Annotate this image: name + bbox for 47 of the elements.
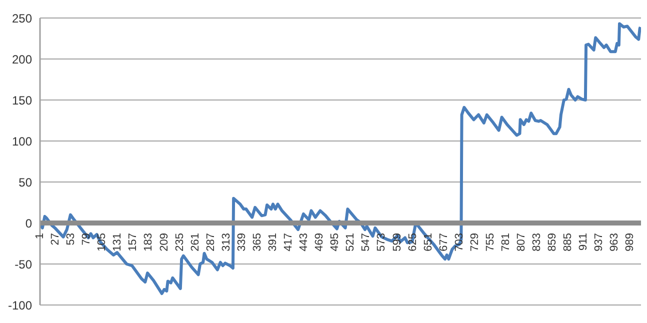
x-tick-label: 1	[34, 233, 46, 240]
x-tick-label: 833	[531, 233, 544, 252]
y-tick-label: 100	[12, 134, 32, 148]
y-tick-label: 200	[12, 52, 32, 66]
x-tick-label: 131	[112, 233, 124, 252]
x-tick-label: 53	[65, 233, 78, 246]
x-tick-label: 963	[608, 233, 621, 252]
y-tick-label: 0	[25, 216, 32, 230]
x-tick-label: 339	[236, 233, 248, 252]
x-tick-label: 625	[406, 233, 419, 252]
x-tick-label: 859	[546, 233, 559, 252]
x-tick-label: 157	[127, 233, 140, 252]
x-tick-label: 651	[422, 233, 434, 252]
x-tick-label: 209	[158, 233, 170, 252]
x-tick-label: 937	[593, 233, 606, 252]
x-tick-label: 599	[391, 233, 404, 252]
x-tick-label: 703	[453, 233, 466, 252]
x-tick-label: 417	[282, 233, 295, 252]
y-tick-label: 250	[12, 11, 32, 26]
y-tick-label: -100	[8, 298, 32, 312]
x-tick-label: 885	[562, 233, 574, 252]
x-tick-label: 547	[360, 233, 372, 252]
x-tick-label: 287	[204, 233, 217, 252]
x-tick-label: 989	[624, 233, 636, 252]
x-tick-label: 521	[344, 233, 357, 252]
x-tick-label: 391	[266, 233, 279, 252]
x-tick-label: 443	[298, 233, 310, 252]
x-tick-label: 677	[438, 233, 450, 252]
x-tick-label: 781	[500, 233, 512, 252]
x-tick-label: 365	[251, 233, 264, 252]
x-tick-label: 495	[329, 233, 342, 252]
y-tick-label: 150	[12, 93, 32, 108]
x-tick-label: 183	[142, 233, 155, 252]
x-tick-label: 755	[484, 233, 496, 252]
x-tick-label: 469	[314, 233, 326, 252]
x-tick-label: 79	[80, 233, 93, 246]
y-tick-label: 50	[18, 175, 32, 190]
x-tick-label: 105	[96, 233, 108, 252]
x-tick-label: 729	[468, 233, 481, 252]
x-tick-label: 261	[189, 233, 202, 252]
x-tick-label: 911	[578, 233, 590, 251]
x-tick-label: 807	[516, 233, 528, 252]
y-tick-label: -50	[14, 257, 32, 272]
x-tick-label: 27	[50, 233, 62, 246]
x-tick-label: 235	[174, 233, 186, 252]
x-tick-label: 573	[376, 233, 388, 252]
x-tick-label: 313	[220, 233, 232, 252]
